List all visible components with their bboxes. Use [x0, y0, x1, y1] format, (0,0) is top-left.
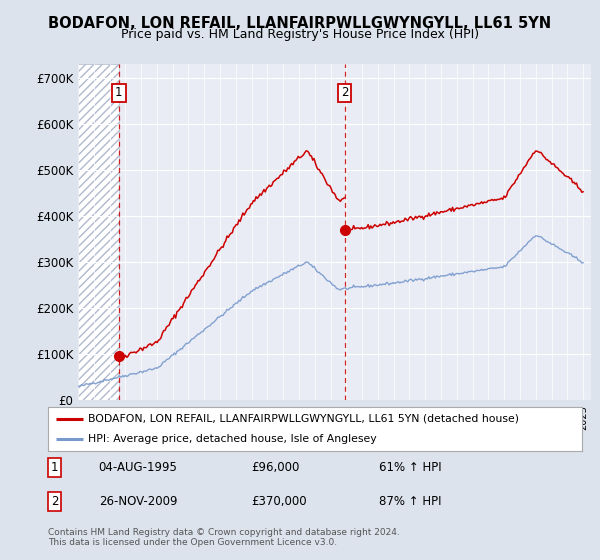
Bar [78, 64, 119, 400]
Text: 26-NOV-2009: 26-NOV-2009 [99, 494, 177, 508]
Text: 1: 1 [50, 461, 58, 474]
Text: 2: 2 [50, 494, 58, 508]
Text: 87% ↑ HPI: 87% ↑ HPI [379, 494, 442, 508]
Text: Contains HM Land Registry data © Crown copyright and database right 2024.
This d: Contains HM Land Registry data © Crown c… [48, 528, 400, 547]
Text: BODAFON, LON REFAIL, LLANFAIRPWLLGWYNGYLL, LL61 5YN (detached house): BODAFON, LON REFAIL, LLANFAIRPWLLGWYNGYL… [88, 414, 519, 424]
Text: 04-AUG-1995: 04-AUG-1995 [99, 461, 178, 474]
Text: 61% ↑ HPI: 61% ↑ HPI [379, 461, 442, 474]
Text: 2: 2 [341, 86, 349, 100]
Text: 1: 1 [115, 86, 122, 100]
Text: £96,000: £96,000 [251, 461, 299, 474]
Text: Price paid vs. HM Land Registry's House Price Index (HPI): Price paid vs. HM Land Registry's House … [121, 28, 479, 41]
Text: BODAFON, LON REFAIL, LLANFAIRPWLLGWYNGYLL, LL61 5YN: BODAFON, LON REFAIL, LLANFAIRPWLLGWYNGYL… [49, 16, 551, 31]
Text: £370,000: £370,000 [251, 494, 307, 508]
Text: HPI: Average price, detached house, Isle of Anglesey: HPI: Average price, detached house, Isle… [88, 434, 377, 444]
